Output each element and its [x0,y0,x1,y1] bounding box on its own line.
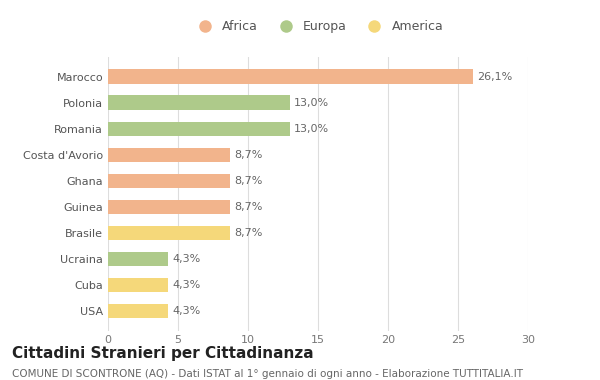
Text: COMUNE DI SCONTRONE (AQ) - Dati ISTAT al 1° gennaio di ogni anno - Elaborazione : COMUNE DI SCONTRONE (AQ) - Dati ISTAT al… [12,369,523,378]
Bar [108,174,230,188]
Bar [108,122,290,136]
Bar [108,95,290,110]
Text: 8,7%: 8,7% [234,150,262,160]
Text: 4,3%: 4,3% [172,280,200,290]
Bar [108,70,473,84]
Text: 4,3%: 4,3% [172,306,200,316]
Bar [108,252,168,266]
Text: 4,3%: 4,3% [172,254,200,264]
Legend: Africa, Europa, America: Africa, Europa, America [187,15,449,38]
Bar [108,304,168,318]
Bar [108,200,230,214]
Bar [108,147,230,162]
Text: 8,7%: 8,7% [234,176,262,186]
Text: 8,7%: 8,7% [234,228,262,238]
Bar [108,226,230,240]
Bar [108,278,168,292]
Text: 26,1%: 26,1% [478,71,513,82]
Text: Cittadini Stranieri per Cittadinanza: Cittadini Stranieri per Cittadinanza [12,346,314,361]
Text: 8,7%: 8,7% [234,202,262,212]
Text: 13,0%: 13,0% [294,98,329,108]
Text: 13,0%: 13,0% [294,124,329,134]
